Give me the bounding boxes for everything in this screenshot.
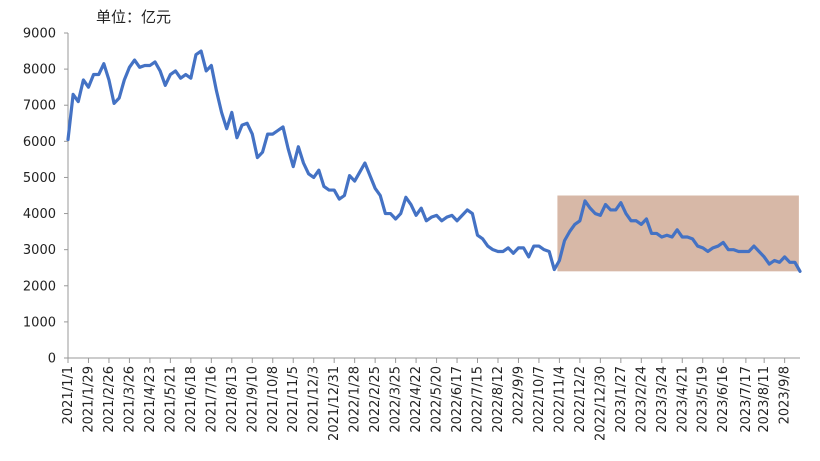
x-tick-label: 2021/11/5 <box>286 366 301 433</box>
x-tick-label: 2022/8/12 <box>491 366 506 433</box>
x-tick-label: 2022/6/17 <box>450 366 465 433</box>
x-tick-label: 2023/5/19 <box>696 366 711 433</box>
y-tick-label: 5000 <box>23 171 56 186</box>
x-tick-label: 2021/8/13 <box>225 366 240 433</box>
x-tick-label: 2023/8/11 <box>757 366 772 433</box>
x-tick-label: 2021/1/1 <box>61 366 76 424</box>
x-tick-label: 2021/9/10 <box>245 366 260 433</box>
x-tick-label: 2021/7/16 <box>204 366 219 433</box>
y-axis-ticks: 0 1000 2000 3000 4000 5000 6000 7000 8000 9000 <box>23 27 68 367</box>
series-group <box>66 49 802 273</box>
x-tick-label: 2023/6/16 <box>716 366 731 433</box>
x-tick-label: 2022/12/30 <box>593 366 608 441</box>
x-tick-label: 2021/4/23 <box>143 366 158 433</box>
unit-label: 单位：亿元 <box>96 8 171 26</box>
y-tick-label: 3000 <box>23 243 56 258</box>
x-tick-label: 2021/12/3 <box>307 366 322 433</box>
x-tick-label: 2022/10/7 <box>532 366 547 433</box>
x-tick-label: 2022/7/15 <box>471 366 486 433</box>
y-tick-label: 2000 <box>23 279 56 294</box>
x-tick-label: 2022/4/22 <box>409 366 424 433</box>
x-tick-label: 2023/1/27 <box>614 366 629 433</box>
y-tick-label: 0 <box>48 352 56 367</box>
x-tick-label: 2023/9/8 <box>778 366 793 424</box>
x-tick-label: 2022/12/2 <box>573 366 588 433</box>
x-tick-label: 2021/6/18 <box>184 366 199 433</box>
x-tick-label: 2023/4/21 <box>675 366 690 433</box>
y-tick-label: 9000 <box>23 27 56 42</box>
x-tick-label: 2022/5/20 <box>430 366 445 433</box>
y-tick-label: 7000 <box>23 99 56 114</box>
x-tick-label: 2021/5/21 <box>163 366 178 433</box>
x-tick-label: 2022/2/25 <box>368 366 383 433</box>
x-tick-label: 2021/3/26 <box>122 366 137 433</box>
x-tick-label: 2022/11/4 <box>552 366 567 433</box>
y-tick-label: 6000 <box>23 135 56 150</box>
y-tick-label: 8000 <box>23 63 56 78</box>
axes <box>67 33 800 359</box>
x-tick-label: 2021/1/29 <box>81 366 96 433</box>
x-axis-ticks: 2021/1/1 2021/1/29 2021/2/26 2021/3/26 2021/… <box>61 358 793 441</box>
x-tick-label: 2023/3/24 <box>655 366 670 433</box>
x-tick-label: 2023/7/17 <box>739 366 754 433</box>
y-tick-label: 1000 <box>23 315 56 330</box>
series-line <box>66 49 802 273</box>
x-tick-label: 2022/3/25 <box>389 366 404 433</box>
x-tick-label: 2021/12/31 <box>327 366 342 441</box>
x-tick-label: 2021/10/8 <box>266 366 281 433</box>
x-tick-label: 2022/1/28 <box>348 366 363 433</box>
x-tick-label: 2023/2/24 <box>634 366 649 433</box>
x-tick-label: 2021/2/26 <box>102 366 117 433</box>
x-tick-label: 2022/9/9 <box>511 366 526 424</box>
y-tick-label: 4000 <box>23 207 56 222</box>
